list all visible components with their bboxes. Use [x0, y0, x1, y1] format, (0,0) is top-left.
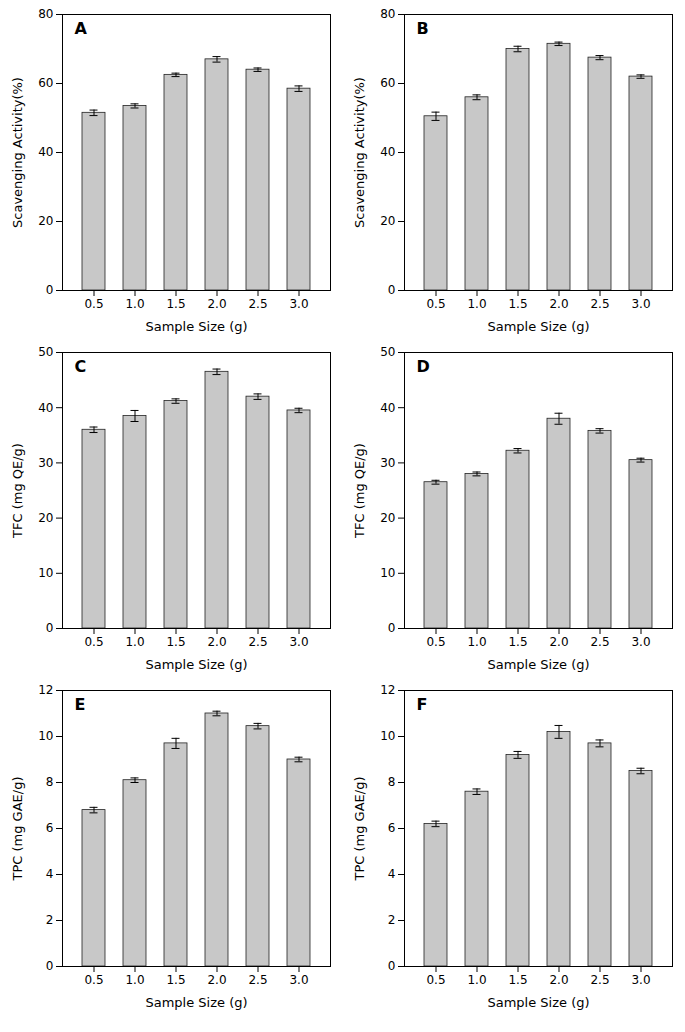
- svg-text:60: 60: [380, 76, 395, 90]
- svg-text:2.0: 2.0: [207, 635, 226, 649]
- svg-text:4: 4: [46, 867, 54, 881]
- svg-text:0: 0: [388, 283, 396, 297]
- svg-text:8: 8: [46, 775, 54, 789]
- svg-text:4: 4: [388, 867, 396, 881]
- svg-text:0.5: 0.5: [84, 635, 103, 649]
- svg-text:30: 30: [380, 456, 395, 470]
- svg-text:0: 0: [388, 959, 396, 973]
- svg-text:TFC (mg QE/g): TFC (mg QE/g): [10, 443, 25, 539]
- svg-text:2: 2: [388, 913, 396, 927]
- svg-text:1.0: 1.0: [467, 635, 486, 649]
- svg-text:Sample Size (g): Sample Size (g): [145, 319, 247, 334]
- svg-text:0: 0: [46, 959, 54, 973]
- svg-text:8: 8: [388, 775, 396, 789]
- svg-text:2.5: 2.5: [590, 635, 609, 649]
- svg-text:0.5: 0.5: [426, 635, 445, 649]
- svg-text:2.5: 2.5: [590, 973, 609, 987]
- svg-text:0: 0: [388, 621, 396, 635]
- svg-text:80: 80: [38, 7, 53, 21]
- svg-text:10: 10: [38, 729, 53, 743]
- svg-text:2.0: 2.0: [207, 297, 226, 311]
- svg-text:1.5: 1.5: [508, 297, 527, 311]
- svg-text:Sample Size (g): Sample Size (g): [145, 657, 247, 672]
- svg-text:3.0: 3.0: [289, 635, 308, 649]
- svg-text:2: 2: [46, 913, 54, 927]
- svg-text:20: 20: [38, 511, 53, 525]
- svg-text:A: A: [75, 19, 88, 38]
- svg-text:30: 30: [38, 456, 53, 470]
- svg-text:40: 40: [38, 145, 53, 159]
- svg-text:D: D: [417, 357, 430, 376]
- svg-text:1.5: 1.5: [166, 973, 185, 987]
- svg-text:0.5: 0.5: [84, 973, 103, 987]
- svg-text:50: 50: [38, 345, 53, 359]
- svg-text:F: F: [417, 695, 428, 714]
- svg-text:10: 10: [38, 566, 53, 580]
- svg-text:TPC (mg GAE/g): TPC (mg GAE/g): [10, 777, 25, 882]
- svg-text:Scavenging Activity(%): Scavenging Activity(%): [352, 77, 367, 228]
- svg-text:TPC (mg GAE/g): TPC (mg GAE/g): [352, 777, 367, 882]
- svg-text:B: B: [417, 19, 429, 38]
- svg-text:80: 80: [380, 7, 395, 21]
- svg-text:Sample Size (g): Sample Size (g): [487, 995, 589, 1010]
- svg-text:2.0: 2.0: [207, 973, 226, 987]
- svg-text:20: 20: [380, 511, 395, 525]
- svg-text:Sample Size (g): Sample Size (g): [145, 995, 247, 1010]
- svg-text:10: 10: [380, 566, 395, 580]
- svg-text:E: E: [75, 695, 86, 714]
- svg-text:1.5: 1.5: [508, 635, 527, 649]
- svg-text:3.0: 3.0: [631, 973, 650, 987]
- svg-text:40: 40: [380, 401, 395, 415]
- svg-text:1.5: 1.5: [508, 973, 527, 987]
- svg-text:2.5: 2.5: [590, 297, 609, 311]
- svg-text:6: 6: [388, 821, 396, 835]
- svg-text:12: 12: [38, 683, 53, 697]
- svg-text:3.0: 3.0: [289, 297, 308, 311]
- svg-text:Sample Size (g): Sample Size (g): [487, 657, 589, 672]
- svg-text:2.0: 2.0: [549, 973, 568, 987]
- svg-text:Scavenging Activity(%): Scavenging Activity(%): [10, 77, 25, 228]
- svg-text:0.5: 0.5: [426, 297, 445, 311]
- svg-text:6: 6: [46, 821, 54, 835]
- svg-text:0.5: 0.5: [84, 297, 103, 311]
- svg-text:20: 20: [38, 214, 53, 228]
- svg-text:40: 40: [380, 145, 395, 159]
- svg-text:2.5: 2.5: [248, 635, 267, 649]
- svg-text:2.5: 2.5: [248, 297, 267, 311]
- svg-text:C: C: [75, 357, 87, 376]
- svg-text:10: 10: [380, 729, 395, 743]
- svg-text:1.0: 1.0: [125, 635, 144, 649]
- svg-text:2.0: 2.0: [549, 635, 568, 649]
- svg-text:1.0: 1.0: [467, 973, 486, 987]
- svg-text:1.5: 1.5: [166, 297, 185, 311]
- svg-text:2.5: 2.5: [248, 973, 267, 987]
- svg-text:1.0: 1.0: [125, 973, 144, 987]
- svg-text:60: 60: [38, 76, 53, 90]
- svg-text:Sample Size (g): Sample Size (g): [487, 319, 589, 334]
- svg-text:1.5: 1.5: [166, 635, 185, 649]
- svg-text:TFC (mg QE/g): TFC (mg QE/g): [352, 443, 367, 539]
- svg-text:20: 20: [380, 214, 395, 228]
- svg-text:2.0: 2.0: [549, 297, 568, 311]
- svg-text:0: 0: [46, 621, 54, 635]
- svg-text:50: 50: [380, 345, 395, 359]
- svg-text:1.0: 1.0: [125, 297, 144, 311]
- svg-text:3.0: 3.0: [289, 973, 308, 987]
- svg-text:3.0: 3.0: [631, 635, 650, 649]
- svg-text:40: 40: [38, 401, 53, 415]
- svg-text:3.0: 3.0: [631, 297, 650, 311]
- svg-text:12: 12: [380, 683, 395, 697]
- svg-text:1.0: 1.0: [467, 297, 486, 311]
- svg-text:0: 0: [46, 283, 54, 297]
- svg-text:0.5: 0.5: [426, 973, 445, 987]
